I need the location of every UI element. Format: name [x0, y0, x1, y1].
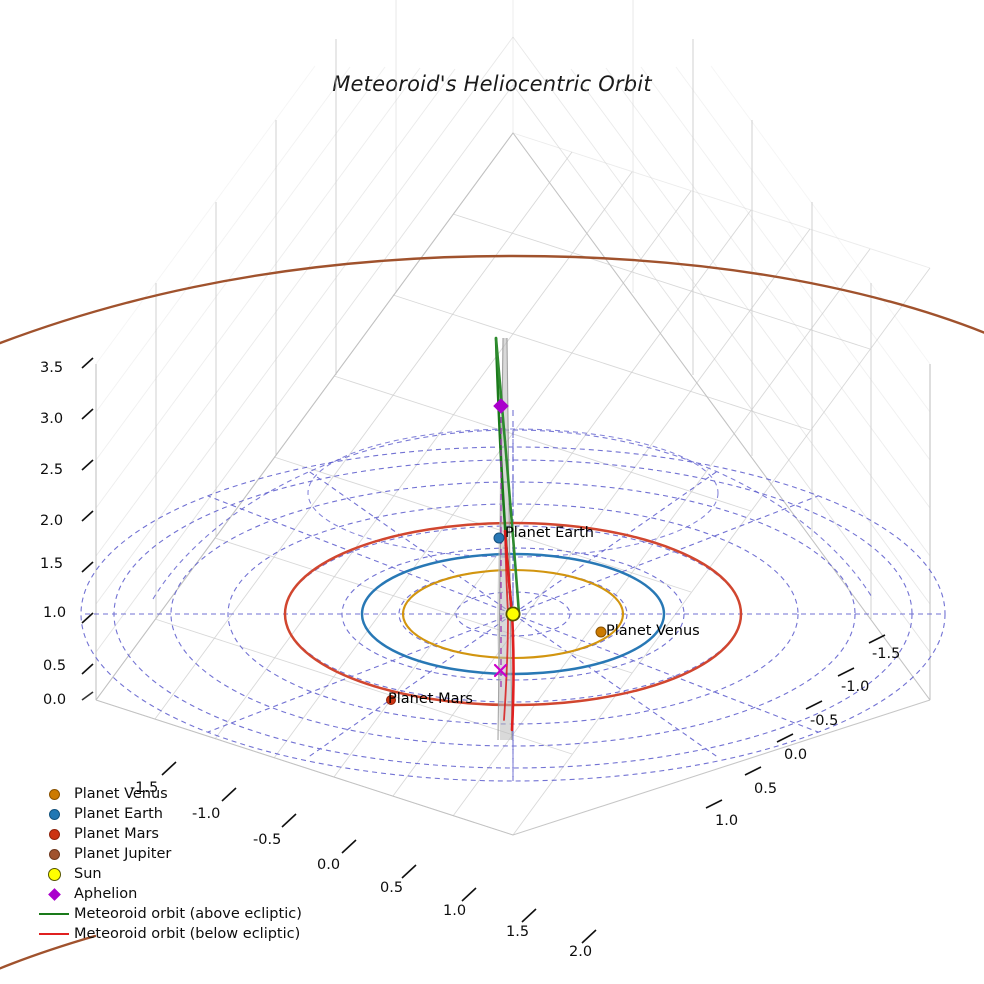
red-line-icon — [34, 924, 74, 944]
legend-label-planet-mars: Planet Mars — [74, 826, 159, 842]
x-tick-1-5: 1.5 — [506, 924, 530, 940]
planet-venus-marker — [595, 626, 607, 638]
page-title: Meteoroid's Heliocentric Orbit — [332, 72, 652, 96]
legend-label-orbit-below: Meteoroid orbit (below ecliptic) — [74, 926, 301, 942]
x-tick-neg-1-5: -1.5 — [130, 780, 159, 796]
legend-item-aphelion: Aphelion — [34, 884, 324, 904]
legend-item-orbit-below: Meteoroid orbit (below ecliptic) — [34, 924, 324, 944]
z-tick-3-5: 3.5 — [40, 360, 64, 376]
legend-label-aphelion: Aphelion — [74, 886, 138, 902]
aphelion-diamond-icon — [34, 884, 74, 904]
z-tick-1-0: 1.0 — [43, 605, 67, 621]
x-tick-0-5: 0.5 — [380, 880, 404, 896]
legend-label-orbit-above: Meteoroid orbit (above ecliptic) — [74, 906, 302, 922]
legend-item-planet-earth: Planet Earth — [34, 804, 324, 824]
planet-earth-marker — [493, 532, 505, 544]
x-tick-1-0: 1.0 — [443, 903, 467, 919]
earth-dot-icon — [34, 804, 74, 824]
sun-marker — [505, 606, 521, 622]
legend-item-planet-venus: Planet Venus — [34, 784, 324, 804]
x-tick-0-0: 0.0 — [317, 857, 341, 873]
jupiter-dot-icon — [34, 844, 74, 864]
legend-item-planet-mars: Planet Mars — [34, 824, 324, 844]
legend-item-sun: Sun — [34, 864, 324, 884]
legend: Planet Venus Planet Earth Planet Mars Pl… — [34, 784, 324, 944]
sun-dot-icon — [34, 864, 74, 884]
z-tick-0-5: 0.5 — [43, 658, 67, 674]
annotation-planet-venus: Planet Venus — [606, 623, 700, 639]
annotation-planet-earth: Planet Earth — [505, 525, 594, 541]
z-tick-3-0: 3.0 — [40, 411, 64, 427]
legend-label-sun: Sun — [74, 866, 102, 882]
y-tick-neg-0-5: -0.5 — [810, 713, 839, 729]
planet-mars-marker — [386, 695, 396, 705]
venus-dot-icon — [34, 784, 74, 804]
legend-label-planet-venus: Planet Venus — [74, 786, 168, 802]
x-tick-neg-0-5: -0.5 — [253, 832, 282, 848]
legend-label-planet-earth: Planet Earth — [74, 806, 163, 822]
perihelion-marker — [493, 663, 508, 678]
z-tick-0-0: 0.0 — [43, 692, 67, 708]
legend-label-planet-jupiter: Planet Jupiter — [74, 846, 172, 862]
axis-tick-marks — [81, 357, 886, 944]
green-line-icon — [34, 904, 74, 924]
z-tick-2-5: 2.5 — [40, 462, 64, 478]
y-tick-1-0: 1.0 — [715, 813, 739, 829]
annotation-planet-mars: Planet Mars — [388, 691, 473, 707]
x-tick-neg-1-0: -1.0 — [192, 806, 221, 822]
orbit-jupiter — [0, 254, 984, 970]
axes-pane-grid — [95, 0, 931, 836]
polar-grid-midrings — [307, 428, 719, 558]
y-tick-0-5: 0.5 — [754, 781, 778, 797]
mars-dot-icon — [34, 824, 74, 844]
legend-item-planet-jupiter: Planet Jupiter — [34, 844, 324, 864]
z-tick-2-0: 2.0 — [40, 513, 64, 529]
legend-item-orbit-above: Meteoroid orbit (above ecliptic) — [34, 904, 324, 924]
polar-grid-arc-upper — [152, 429, 874, 600]
x-tick-2-0: 2.0 — [569, 944, 593, 960]
y-tick-neg-1-0: -1.0 — [841, 679, 870, 695]
y-tick-0-0: 0.0 — [784, 747, 808, 763]
z-tick-1-5: 1.5 — [40, 556, 64, 572]
y-tick-neg-1-5: -1.5 — [872, 646, 901, 662]
